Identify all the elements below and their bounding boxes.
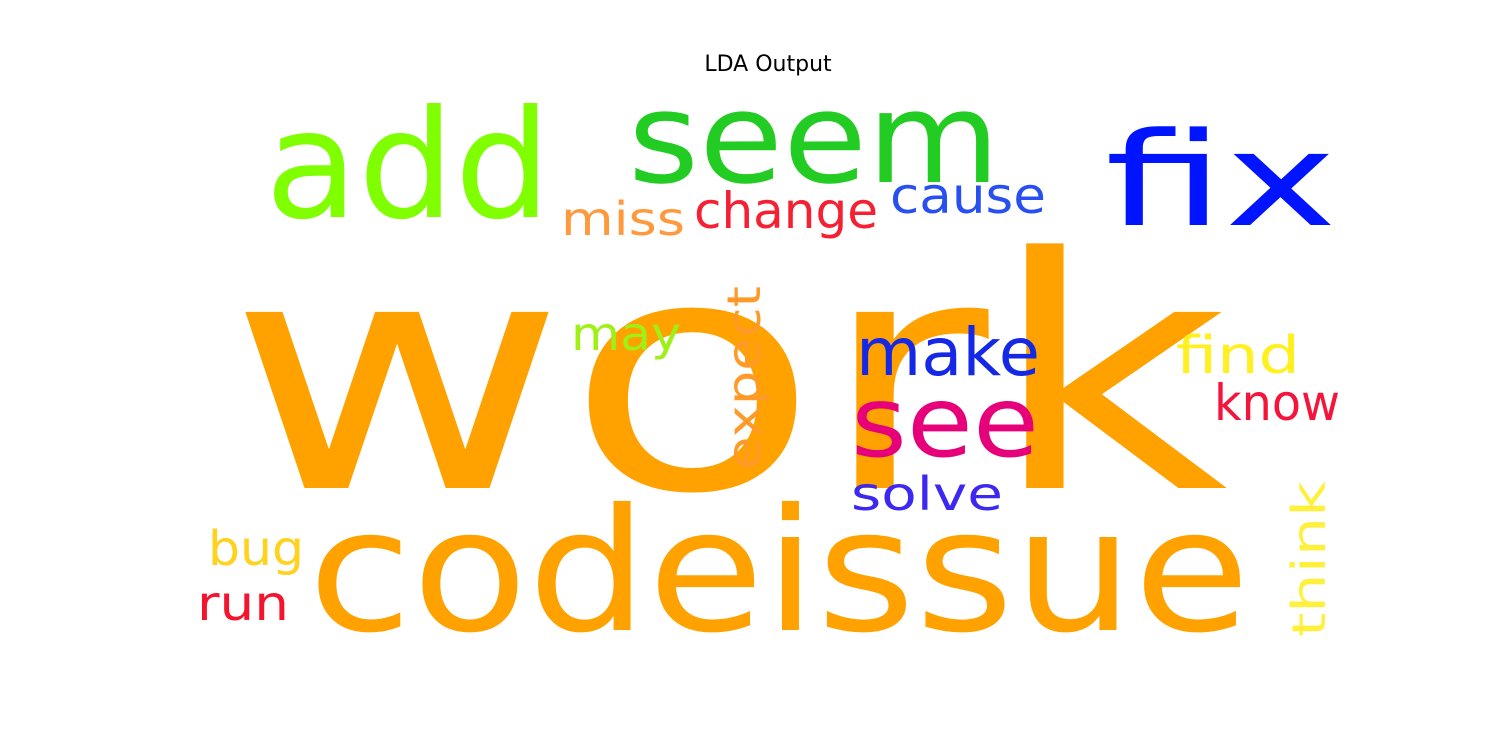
word-know: know xyxy=(1214,374,1340,432)
word-work: work xyxy=(228,189,1228,564)
word-add: add xyxy=(265,79,551,253)
word-seem: seem xyxy=(628,65,1000,212)
word-change: change xyxy=(694,182,878,240)
word-codeissue: codeissue xyxy=(308,473,1250,671)
word-find: find xyxy=(1176,326,1300,386)
word-may: may xyxy=(571,307,681,361)
word-expect: expect xyxy=(717,286,771,470)
word-solve: solve xyxy=(851,467,1003,521)
word-think: think xyxy=(1282,481,1336,637)
word-miss: miss xyxy=(561,192,685,246)
word-cause: cause xyxy=(890,167,1046,225)
word-fix: fix xyxy=(1105,104,1337,256)
word-make: make xyxy=(856,314,1040,391)
word-bug: bug xyxy=(208,521,304,577)
word-see: see xyxy=(851,366,1039,480)
word-run: run xyxy=(197,576,289,632)
chart-title: LDA Output xyxy=(704,52,832,77)
